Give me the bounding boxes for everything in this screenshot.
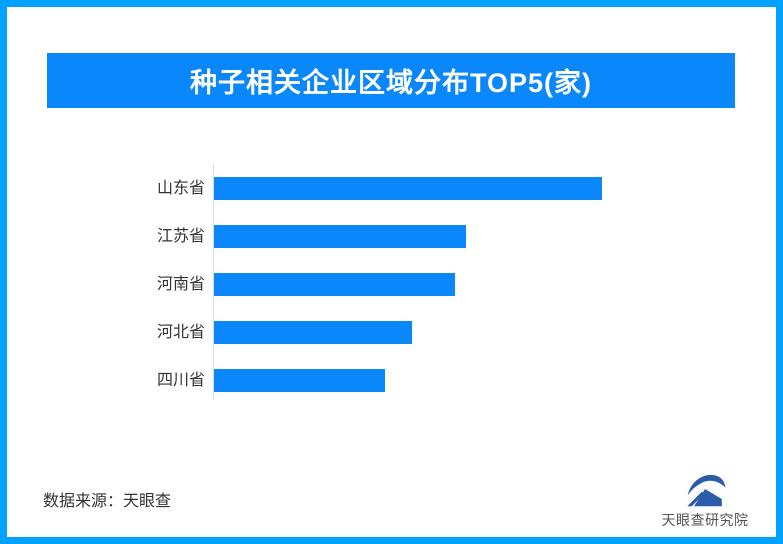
bar-label: 河北省 [156,324,205,341]
chart-title-banner: 种子相关企业区域分布TOP5(家) [47,53,735,108]
bar-row: 江苏省 [7,225,776,248]
brand-logo: 天眼查研究院 [655,469,755,537]
bar-chart: 山东省江苏省河南省河北省四川省 [7,164,776,406]
bar-label: 江苏省 [156,228,205,245]
bar-row: 四川省 [7,369,776,392]
bar-label: 四川省 [156,372,205,389]
bar-row: 河南省 [7,273,776,296]
data-source-label: 数据来源：天眼查 [43,493,172,510]
bar-row: 河北省 [7,321,776,344]
tianyancha-eye-logo-icon [687,474,726,507]
brand-name: 天眼查研究院 [661,512,749,528]
chart-title: 种子相关企业区域分布TOP5(家) [189,68,592,98]
bar [214,321,412,344]
bar-row: 山东省 [7,177,776,200]
bar-label: 山东省 [156,180,205,197]
bar [214,369,385,392]
bar [214,273,455,296]
bar [214,225,466,248]
bar-label: 河南省 [156,276,205,293]
y-axis-line [213,164,214,400]
bar [214,177,602,200]
